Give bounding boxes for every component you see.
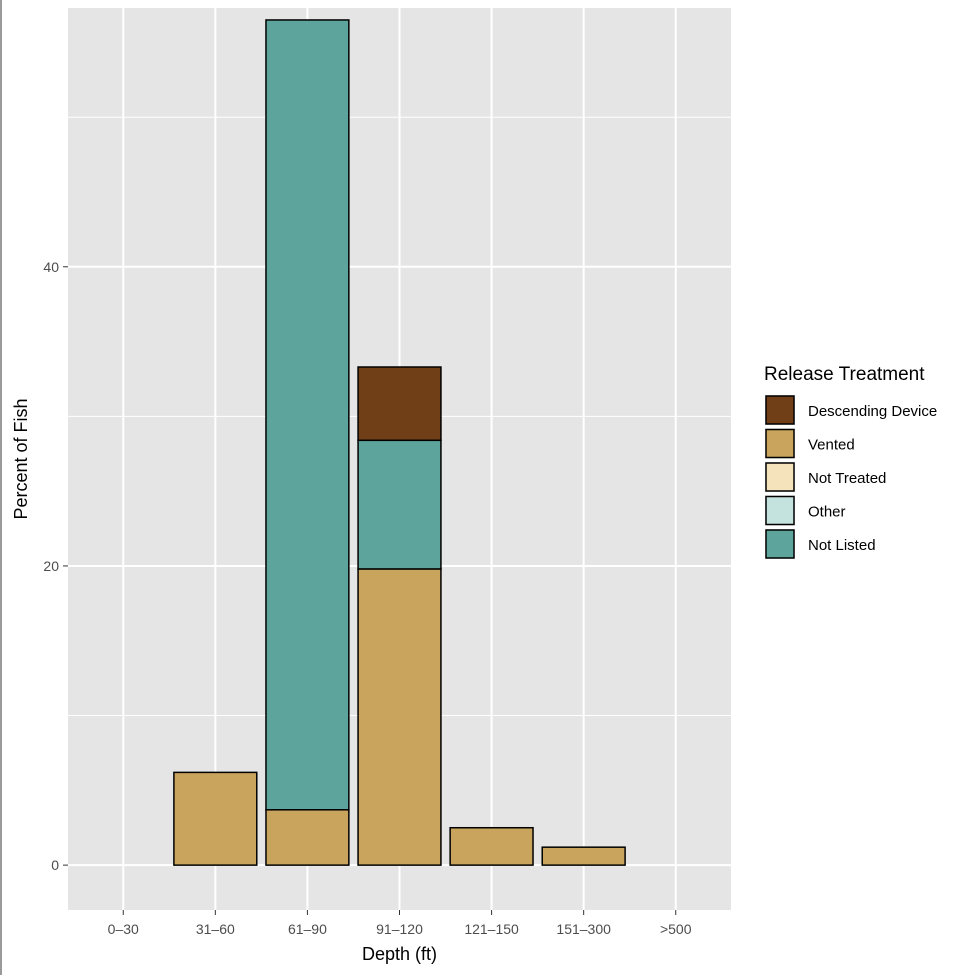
legend-title: Release Treatment: [764, 364, 925, 385]
x-axis-ticks: 0–30 31–60 61–90 91–120 121–150 151–300 >500: [108, 910, 692, 937]
bar-segment-vented: [357, 568, 442, 866]
bar-segment-not-listed: [357, 439, 442, 570]
bar-segment-vented: [541, 846, 626, 866]
bar-segment-vented: [173, 771, 258, 866]
x-tick-label: 61–90: [288, 921, 327, 937]
legend-label: Not Listed: [808, 537, 876, 554]
legend-swatch: [765, 395, 795, 425]
legend-label: Other: [808, 504, 846, 521]
bar-segment-vented: [265, 809, 350, 866]
x-tick-label: 0–30: [108, 921, 139, 937]
y-tick-label: 40: [43, 259, 59, 275]
y-tick-label: 20: [43, 558, 59, 574]
x-tick-label: 91–120: [376, 921, 423, 937]
legend-label: Descending Device: [808, 403, 937, 420]
x-tick-label: 121–150: [464, 921, 519, 937]
y-axis-title: Percent of Fish: [11, 398, 31, 519]
bar-segment-vented: [449, 826, 534, 866]
y-axis-ticks: 0 20 40: [43, 259, 68, 873]
legend-label: Not Treated: [808, 470, 886, 487]
legend-label: Vented: [808, 437, 855, 454]
legend: Release Treatment Descending Device Vente…: [764, 364, 937, 559]
x-axis-title: Depth (ft): [362, 944, 437, 964]
y-tick-label: 0: [51, 857, 59, 873]
x-tick-label: 31–60: [196, 921, 235, 937]
legend-swatch: [765, 495, 795, 526]
bar-segment-not-listed: [265, 19, 350, 811]
x-tick-label: >500: [660, 921, 692, 937]
x-tick-label: 151–300: [556, 921, 611, 937]
legend-swatch: [765, 462, 795, 492]
bars: [173, 19, 626, 866]
bar-segment-descending-device: [357, 366, 442, 442]
page-left-border: [0, 0, 2, 975]
legend-swatch: [765, 428, 795, 459]
legend-swatch: [765, 529, 795, 559]
